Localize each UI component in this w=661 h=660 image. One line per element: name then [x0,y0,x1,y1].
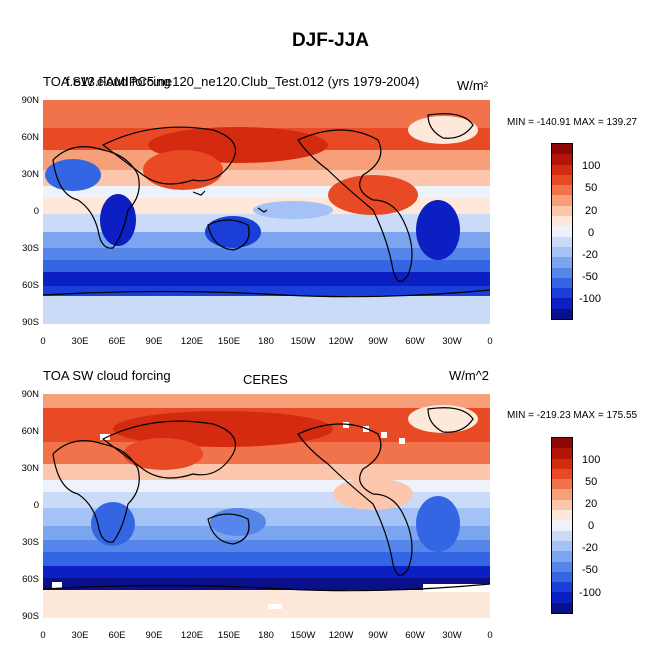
panel1-lon-tick: 180 [258,336,274,347]
panel2-lon-tick: 0 [40,630,46,641]
panel1-lat-tick: 30N [21,169,39,180]
panel1-lon-tick: 0 [40,336,46,347]
panel1-lon-tick: 150E [217,336,241,347]
panel1-map [42,100,491,324]
figure-title: DJF-JJA [291,30,370,51]
panel2-lon-tick: 150W [290,630,316,641]
panel1-lon-tick: 120E [180,336,204,347]
panel2-min-max: MIN = -219.23 MAX = 175.55 [507,410,638,421]
panel2-lat-tick: 30N [21,463,39,474]
panel1-lon-tick: 30E [71,336,89,347]
panel1-lon-tick: 90W [368,336,388,347]
panel1-colorbar-label: -20 [582,249,598,261]
panel2-center-title: CERES [243,372,288,387]
panel2-colorbar-label: -100 [579,587,602,599]
panel2-colorbar-label: 20 [585,498,598,510]
panel1-lat-tick: 60S [22,280,39,291]
panel2-left-title: TOA SW cloud forcing [43,368,171,383]
panel2-lon-tick: 120W [328,630,354,641]
panel2-lat-tick: 0 [33,500,39,511]
panel1-colorbar-label: 50 [585,182,598,194]
panel2-lon-tick: 0 [487,630,493,641]
panel2-lat-tick: 60N [21,426,39,437]
panel1-lon-tick: 60E [108,336,126,347]
panel1-colorbar [551,143,573,320]
panel1-lon-tick: 30W [442,336,462,347]
panel2-lon-tick: 60E [108,630,126,641]
panel1-colorbar-label: -50 [582,271,598,283]
panel2-lat-tick: 60S [22,574,39,585]
panel2-lon-tick: 150E [217,630,241,641]
panel2-colorbar-label: -20 [582,542,598,554]
panel2-colorbar [551,437,573,614]
panel2-colorbar-label: -50 [582,564,598,576]
panel1-lon-tick: 150W [290,336,316,347]
panel1-left-title: TOA SW cloud forcing [43,74,171,89]
panel1-colorbar-label: 20 [585,205,598,217]
panel2-lat-tick: 30S [22,537,39,548]
panel1-colorbar-label: 0 [588,227,595,239]
panel1-lat-tick: 0 [33,206,39,217]
panel2-lat-tick: 90S [22,611,39,622]
panel1-units: W/m² [457,78,489,93]
panel2-colorbar-label: 50 [585,476,598,488]
panel2-lon-tick: 60W [405,630,425,641]
panel2-lon-tick: 30W [442,630,462,641]
panel2-lat-tick: 90N [21,389,39,400]
panel1-colorbar-label: 100 [582,160,601,172]
panel1-lat-tick: 60N [21,132,39,143]
panel2-lon-tick: 90E [145,630,163,641]
panel1-min-max: MIN = -140.91 MAX = 139.27 [507,117,638,128]
panel1-lon-tick: 90E [145,336,163,347]
panel2-lon-tick: 90W [368,630,388,641]
panel1-lat-tick: 90N [21,95,39,106]
panel2-units: W/m^2 [449,368,490,383]
panel1-lon-tick: 0 [487,336,493,347]
panel2-lon-tick: 30E [71,630,89,641]
panel1-lon-tick: 60W [405,336,425,347]
panel1-colorbar-label: -100 [579,293,602,305]
panel2-lon-tick: 180 [258,630,274,641]
panel1-lat-tick: 30S [22,243,39,254]
panel2-lon-tick: 120E [180,630,204,641]
panel2-colorbar-label: 0 [588,520,595,532]
panel2-map [42,394,491,618]
panel1-lon-tick: 120W [328,336,354,347]
panel2-colorbar-label: 100 [582,454,601,466]
panel1-center-title: f.e13.FAMIPC5.ne120_ne120.Club_Test.012 … [66,74,420,89]
panel1-lat-tick: 90S [22,317,39,328]
